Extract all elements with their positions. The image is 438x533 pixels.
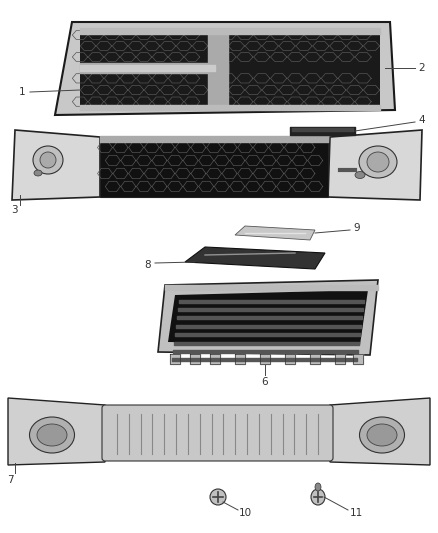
Text: 3: 3 bbox=[11, 205, 18, 215]
Ellipse shape bbox=[40, 152, 56, 168]
Polygon shape bbox=[328, 130, 422, 200]
Polygon shape bbox=[168, 290, 368, 345]
Text: 2: 2 bbox=[419, 63, 425, 73]
Ellipse shape bbox=[210, 489, 226, 505]
Polygon shape bbox=[12, 130, 100, 200]
Ellipse shape bbox=[359, 146, 397, 178]
Text: 6: 6 bbox=[261, 377, 268, 387]
Polygon shape bbox=[55, 22, 395, 115]
Text: 1: 1 bbox=[19, 87, 25, 97]
Ellipse shape bbox=[360, 417, 405, 453]
Text: 4: 4 bbox=[419, 115, 425, 125]
Polygon shape bbox=[8, 398, 105, 465]
Text: 10: 10 bbox=[238, 508, 251, 518]
Ellipse shape bbox=[34, 170, 42, 176]
Text: 7: 7 bbox=[7, 475, 13, 485]
Ellipse shape bbox=[315, 483, 321, 491]
Ellipse shape bbox=[367, 152, 389, 172]
Ellipse shape bbox=[29, 417, 74, 453]
Polygon shape bbox=[100, 137, 328, 197]
Polygon shape bbox=[235, 226, 315, 240]
Polygon shape bbox=[158, 280, 378, 355]
Ellipse shape bbox=[355, 172, 365, 179]
Ellipse shape bbox=[367, 424, 397, 446]
Ellipse shape bbox=[37, 424, 67, 446]
Polygon shape bbox=[185, 247, 325, 269]
Ellipse shape bbox=[33, 146, 63, 174]
Polygon shape bbox=[80, 30, 380, 108]
Text: 8: 8 bbox=[145, 260, 151, 270]
Ellipse shape bbox=[311, 489, 325, 505]
FancyBboxPatch shape bbox=[102, 405, 333, 461]
Text: 9: 9 bbox=[354, 223, 360, 233]
Polygon shape bbox=[330, 398, 430, 465]
Text: 11: 11 bbox=[350, 508, 363, 518]
